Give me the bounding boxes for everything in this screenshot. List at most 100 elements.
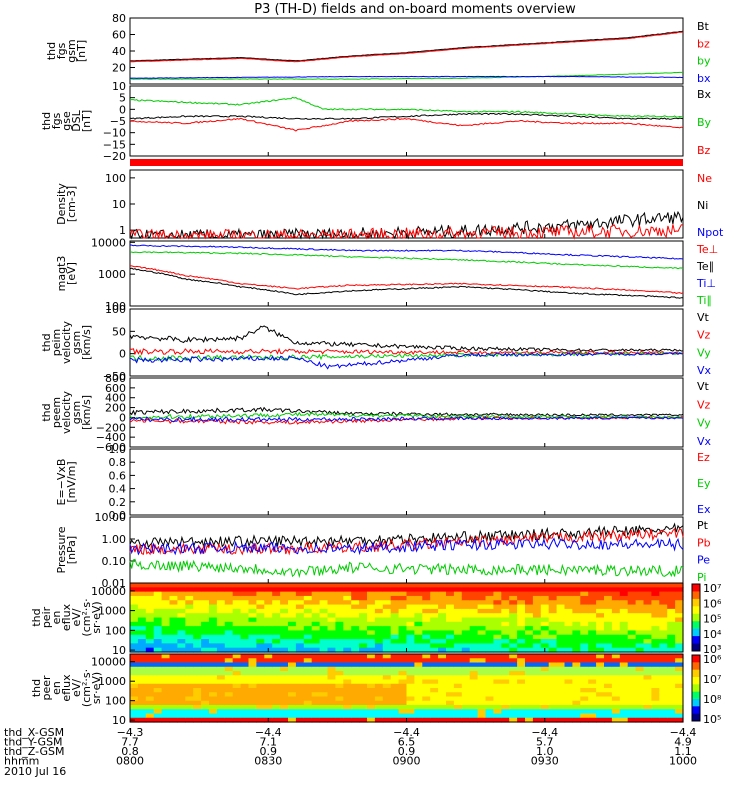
spectrogram-cell [485,692,494,698]
spectrogram-cell [453,604,463,610]
spectrogram-cell [651,671,660,676]
legend-Vz: Vz [697,398,711,411]
spectrogram-cell [398,713,408,719]
spectrogram-cell [540,675,550,681]
spectrogram-cell [398,666,408,672]
spectrogram-cell [382,613,392,619]
spectrogram-cell [130,608,139,614]
spectrogram-cell [635,621,645,627]
spectrogram-cell [564,713,573,719]
spectrogram-cell [469,617,479,623]
spectrogram-cell [596,647,605,653]
spectrogram-cell [556,630,566,636]
spectrogram-cell [374,647,384,653]
spectrogram-cell [201,683,210,689]
spectrogram-cell [153,654,163,659]
spectrogram-cell [295,626,305,632]
spectrogram-cell [185,608,194,614]
spectrogram-cell [556,617,566,623]
footer-value: −4.4 [670,726,697,739]
spectrogram-cell [556,692,566,698]
spectrogram-cell [303,634,313,640]
spectrogram-cell [596,617,605,623]
spectrogram-cell [627,647,637,653]
spectrogram-cell [169,600,178,606]
series-Vx [129,352,684,370]
spectrogram-cell [627,666,637,672]
spectrogram-cell [303,587,313,593]
series-Te∥ [129,267,684,299]
spectrogram-cell [675,621,684,627]
spectrogram-cell [540,595,550,601]
spectrogram-cell [596,613,605,619]
quality-flag-bar [130,159,683,166]
spectrogram-cell [398,662,408,668]
spectrogram-cell [588,654,597,659]
spectrogram-cell [453,654,463,659]
spectrogram-cell [248,709,257,715]
spectrogram-cell [430,654,439,659]
spectrogram-cell [525,630,534,636]
spectrogram-cell [201,692,210,698]
spectrogram-cell [501,688,510,693]
spectrogram-cell [161,643,171,649]
colorbar-swatch [692,606,700,615]
spectrogram-cell [501,639,510,644]
spectrogram-cell [446,591,455,597]
spectrogram-cell [453,696,463,702]
spectrogram-cell [493,700,502,706]
spectrogram-cell [256,639,265,644]
spectrogram-cell [193,654,202,659]
spectrogram-cell [137,621,147,627]
spectrogram-cell [280,591,289,597]
spectrogram-cell [130,705,139,710]
spectrogram-cell [295,613,305,619]
spectrogram-cell [667,600,676,606]
legend-Te⊥: Te⊥ [696,243,718,256]
spectrogram-cell [335,675,344,681]
footer-value: 1.0 [536,745,554,758]
spectrogram-cell [343,591,352,597]
spectrogram-cell [501,700,510,706]
spectrogram-cell [240,671,250,676]
spectrogram-cell [319,639,329,644]
spectrogram-cell [130,692,139,698]
spectrogram-cell [359,717,368,723]
spectrogram-cell [525,587,534,593]
y-axis-label-line: DSL [70,109,83,131]
spectrogram-cell [224,621,234,627]
spectrogram-cell [272,700,281,706]
spectrogram-cell [635,604,645,610]
spectrogram-cell [667,604,676,610]
spectrogram-cell [169,591,178,597]
spectrogram-cell [525,696,534,702]
spectrogram-cell [311,666,321,672]
spectrogram-cell [303,671,313,676]
spectrogram-cell [272,591,281,597]
y-tick-label: 1000 [98,268,126,281]
spectrogram-cell [343,675,352,681]
spectrogram-cell [343,647,352,653]
spectrogram-cell [493,679,502,685]
spectrogram-cell [548,705,558,710]
spectrogram-cell [580,692,589,698]
spectrogram-cell [406,591,415,597]
spectrogram-cell [564,634,573,640]
spectrogram-cell [248,634,257,640]
spectrogram-cell [280,713,289,719]
spectrogram-cell [580,679,589,685]
spectrogram-cell [485,617,494,623]
spectrogram-cell [627,709,637,715]
spectrogram-cell [532,683,542,689]
spectrogram-cell [461,658,471,664]
spectrogram-cell [643,713,652,719]
spectrogram-cell [264,621,273,627]
spectrogram-cell [651,647,660,653]
spectrogram-cell [161,608,171,614]
spectrogram-cell [414,613,423,619]
spectrogram-cell [193,604,202,610]
spectrogram-cell [635,617,645,623]
spectrogram-cell [193,696,202,702]
spectrogram-cell [517,717,526,723]
